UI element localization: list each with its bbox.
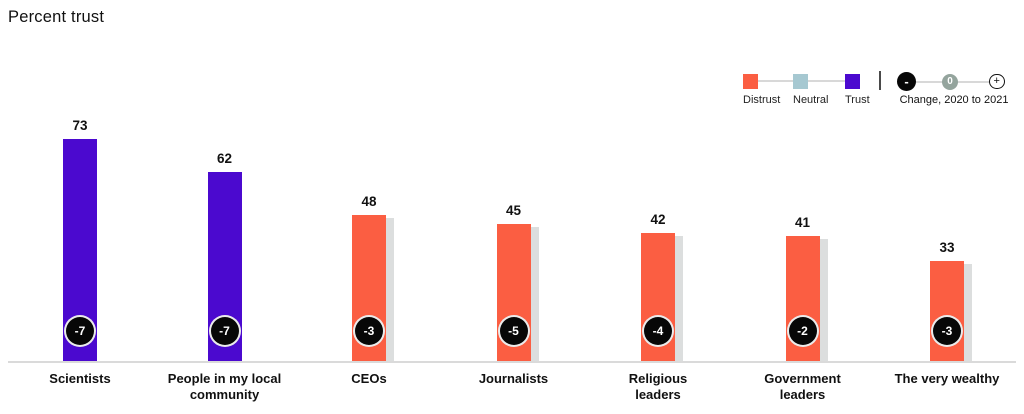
x-axis-baseline	[8, 361, 1016, 363]
minus-circle-icon: -	[897, 72, 916, 91]
change-badge: -2	[786, 315, 819, 347]
change-badge: -4	[642, 315, 674, 347]
category-label-line: Scientists	[49, 371, 111, 386]
bar-shadow	[386, 218, 394, 361]
change-badge: -3	[931, 315, 963, 347]
category-label-line: The very wealthy	[894, 371, 1000, 386]
category-label: Scientists	[0, 371, 160, 387]
value-label: 41	[794, 215, 811, 230]
neutral-swatch	[793, 74, 808, 89]
distrust-swatch	[743, 74, 758, 89]
category-label-line: People in my local	[167, 371, 282, 386]
change-badge: -7	[208, 315, 241, 347]
category-label: People in my local community	[145, 371, 305, 403]
category-label: Journalists	[434, 371, 594, 387]
value-label: 48	[361, 194, 377, 209]
bar-shadow	[530, 227, 539, 361]
trust-swatch	[845, 74, 860, 89]
bar-shadow	[675, 236, 683, 361]
value-label: 62	[216, 151, 233, 166]
change-badge: -5	[497, 315, 530, 347]
legend-separator	[879, 71, 881, 90]
category-label-line: CEOs	[351, 371, 387, 386]
category-label-line: Religious	[628, 371, 688, 386]
change-badge: -7	[64, 315, 96, 347]
value-label: 45	[505, 203, 522, 218]
trust-label: Trust	[845, 94, 870, 106]
value-label: 42	[650, 212, 666, 227]
category-label: CEOs	[289, 371, 449, 387]
plus-circle-icon: +	[989, 73, 1005, 89]
zero-circle-icon: 0	[942, 73, 958, 90]
category-label-line: leaders	[779, 387, 826, 402]
category-label: Religious leaders	[578, 371, 738, 403]
bar-shadow	[964, 264, 972, 361]
category-label-line: Government	[764, 371, 841, 386]
value-label: 73	[72, 118, 88, 133]
neutral-label: Neutral	[793, 94, 829, 106]
chart-title: Percent trust	[8, 8, 105, 26]
change-badge: -3	[353, 315, 385, 347]
category-label: The very wealthy	[867, 371, 1024, 387]
distrust-label: Distrust	[743, 94, 781, 106]
change-scale-caption: Change, 2020 to 2021	[899, 94, 1009, 106]
category-label-line: community	[189, 387, 260, 402]
category-label-line: Journalists	[478, 371, 549, 386]
bar-shadow	[819, 239, 828, 361]
category-label: Government leaders	[723, 371, 883, 403]
category-label-line: leaders	[635, 387, 681, 402]
value-label: 33	[939, 240, 955, 255]
